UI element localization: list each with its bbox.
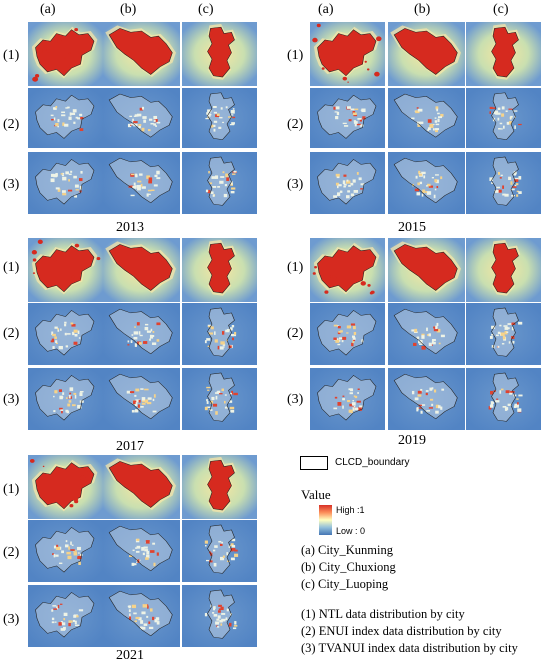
map-thumbnail xyxy=(103,22,180,86)
year-label: 2021 xyxy=(116,648,144,663)
year-label: 2015 xyxy=(398,220,426,235)
map-thumbnail xyxy=(388,22,465,86)
map-thumbnail xyxy=(182,520,257,582)
map-thumbnail xyxy=(182,88,257,148)
value-color-ramp xyxy=(319,505,332,535)
map-thumbnail xyxy=(103,238,180,302)
row-label-3: (3) xyxy=(3,612,20,627)
boundary-swatch xyxy=(300,456,328,470)
map-thumbnail xyxy=(28,520,103,582)
map-thumbnail xyxy=(28,455,103,519)
map-thumbnail xyxy=(182,152,257,214)
map-thumbnail xyxy=(388,152,465,214)
map-thumbnail xyxy=(182,22,257,86)
map-thumbnail xyxy=(466,238,541,302)
map-thumbnail xyxy=(182,455,257,519)
col-header-b: (b) xyxy=(120,2,137,17)
year-label: 2013 xyxy=(116,220,144,235)
boundary-label: CLCD_boundary xyxy=(335,457,410,468)
city-legend-c: (c) City_Luoping xyxy=(301,577,389,591)
map-thumbnail xyxy=(310,152,385,214)
map-thumbnail xyxy=(103,88,180,148)
map-thumbnail xyxy=(103,520,180,582)
row-label-1: (1) xyxy=(3,260,20,275)
value-low-label: Low : 0 xyxy=(336,526,366,536)
map-thumbnail xyxy=(466,303,541,365)
map-thumbnail xyxy=(28,238,103,302)
map-thumbnail xyxy=(466,368,541,430)
row-label-3: (3) xyxy=(287,177,304,192)
col-header-a: (a) xyxy=(318,2,334,17)
year-label: 2017 xyxy=(116,439,144,454)
map-thumbnail xyxy=(310,88,385,148)
map-thumbnail xyxy=(466,22,541,86)
row-label-1: (1) xyxy=(3,48,20,63)
map-thumbnail xyxy=(388,303,465,365)
map-thumbnail xyxy=(28,88,103,148)
map-thumbnail xyxy=(310,368,385,430)
map-thumbnail xyxy=(182,585,257,647)
row-label-2: (2) xyxy=(3,326,20,341)
map-thumbnail xyxy=(466,88,541,148)
map-thumbnail xyxy=(310,303,385,365)
value-high-label: High :1 xyxy=(336,505,365,515)
row-label-2: (2) xyxy=(287,326,304,341)
map-thumbnail xyxy=(103,303,180,365)
map-thumbnail xyxy=(388,88,465,148)
map-thumbnail xyxy=(28,303,103,365)
map-thumbnail xyxy=(388,238,465,302)
row-label-2: (2) xyxy=(287,117,304,132)
map-thumbnail xyxy=(28,152,103,214)
row-label-3: (3) xyxy=(3,392,20,407)
row-label-3: (3) xyxy=(287,392,304,407)
map-thumbnail xyxy=(28,22,103,86)
row-legend-2: (2) ENUI index data distribution by city xyxy=(301,624,502,638)
value-title: Value xyxy=(301,487,331,502)
map-thumbnail xyxy=(28,368,103,430)
col-header-b: (b) xyxy=(414,2,431,17)
row-label-1: (1) xyxy=(287,260,304,275)
col-header-c: (c) xyxy=(198,2,214,17)
col-header-c: (c) xyxy=(493,2,509,17)
row-label-1: (1) xyxy=(287,48,304,63)
map-thumbnail xyxy=(182,303,257,365)
city-legend-a: (a) City_Kunming xyxy=(301,543,394,557)
map-thumbnail xyxy=(310,22,385,86)
map-thumbnail xyxy=(103,152,180,214)
row-legend-3: (3) TVANUI index data distribution by ci… xyxy=(301,641,518,655)
map-thumbnail xyxy=(182,368,257,430)
map-thumbnail xyxy=(28,585,103,647)
map-thumbnail xyxy=(466,152,541,214)
map-thumbnail xyxy=(103,455,180,519)
map-thumbnail xyxy=(310,238,385,302)
row-label-2: (2) xyxy=(3,545,20,560)
city-legend-b: (b) City_Chuxiong xyxy=(301,560,396,574)
map-thumbnail xyxy=(388,368,465,430)
col-header-a: (a) xyxy=(40,2,56,17)
row-label-2: (2) xyxy=(3,117,20,132)
year-label: 2019 xyxy=(398,433,426,448)
map-thumbnail xyxy=(103,368,180,430)
map-thumbnail xyxy=(103,585,180,647)
map-thumbnail xyxy=(182,238,257,302)
row-legend-1: (1) NTL data distribution by city xyxy=(301,607,465,621)
row-label-3: (3) xyxy=(3,177,20,192)
row-label-1: (1) xyxy=(3,482,20,497)
